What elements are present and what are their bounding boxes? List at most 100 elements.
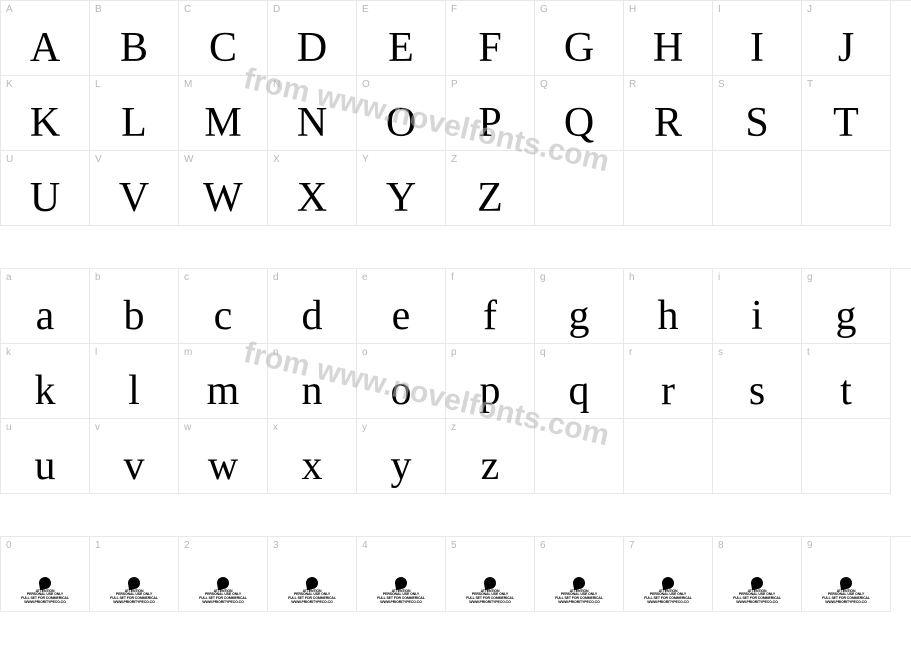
glyph-cell [535, 151, 624, 226]
cell-glyph: A [30, 27, 60, 69]
cell-glyph: K [30, 102, 60, 144]
cell-label: g [807, 272, 813, 283]
cell-label: z [451, 422, 456, 433]
cell-glyph: L [121, 102, 147, 144]
glyph-cell: cc [179, 269, 268, 344]
cell-label: 9 [807, 540, 813, 551]
cell-glyph: Y [386, 177, 416, 219]
cell-glyph: Z [477, 177, 503, 219]
cell-glyph: w [208, 445, 238, 487]
cell-label: F [451, 4, 457, 15]
glyph-cell [535, 419, 624, 494]
swirl-icon [483, 576, 497, 590]
cell-label: Y [362, 154, 369, 165]
cell-label: i [718, 272, 720, 283]
swirl-icon [572, 576, 586, 590]
cell-label: E [362, 4, 369, 15]
cell-label: t [807, 347, 810, 358]
glyph-cell: ww [179, 419, 268, 494]
swirl-icon [127, 576, 141, 590]
cell-label: M [184, 79, 192, 90]
glyph-cell: ii [713, 269, 802, 344]
grid-gap [0, 494, 911, 536]
cell-glyph: O [386, 102, 416, 144]
font-character-map: AABBCCDDEEFFGGHHIIJJKKLLMMNNOOPPQQRRSSTT… [0, 0, 911, 612]
cell-label: V [95, 154, 102, 165]
cell-label: X [273, 154, 280, 165]
cell-label: A [6, 4, 13, 15]
glyph-cell: ff [446, 269, 535, 344]
cell-glyph: I [750, 27, 764, 69]
glyph-cell [802, 419, 891, 494]
swirl-icon [750, 576, 764, 590]
glyph-cell: yy [357, 419, 446, 494]
cell-glyph: N [297, 102, 327, 144]
license-notice-glyph: ATTENTION PERSONAL USE ONLY FULL SET FOR… [816, 577, 876, 605]
cell-label: s [718, 347, 723, 358]
cell-label: f [451, 272, 454, 283]
glyph-cell: tt [802, 344, 891, 419]
cell-label: p [451, 347, 457, 358]
cell-glyph: a [36, 295, 55, 337]
cell-glyph: Q [564, 102, 594, 144]
license-notice-text: ATTENTION PERSONAL USE ONLY FULL SET FOR… [822, 590, 870, 605]
swirl-icon [394, 576, 408, 590]
cell-label: I [718, 4, 721, 15]
license-notice-text: ATTENTION PERSONAL USE ONLY FULL SET FOR… [110, 590, 158, 605]
cell-glyph: E [388, 27, 414, 69]
glyph-cell: 7ATTENTION PERSONAL USE ONLY FULL SET FO… [624, 537, 713, 612]
glyph-cell: VV [90, 151, 179, 226]
glyph-cell: HH [624, 1, 713, 76]
glyph-cell [713, 151, 802, 226]
cell-label: v [95, 422, 100, 433]
license-notice-glyph: ATTENTION PERSONAL USE ONLY FULL SET FOR… [193, 577, 253, 605]
glyph-cell: uu [1, 419, 90, 494]
cell-glyph: r [661, 370, 675, 412]
swirl-icon [661, 576, 675, 590]
cell-label: b [95, 272, 101, 283]
glyph-cell: SS [713, 76, 802, 151]
cell-glyph: v [124, 445, 145, 487]
glyph-cell: bb [90, 269, 179, 344]
license-notice-text: ATTENTION PERSONAL USE ONLY FULL SET FOR… [288, 590, 336, 605]
glyph-cell: WW [179, 151, 268, 226]
glyph-cell: zz [446, 419, 535, 494]
cell-label: 1 [95, 540, 101, 551]
glyph-cell: LL [90, 76, 179, 151]
cell-label: U [6, 154, 13, 165]
cell-label: 6 [540, 540, 546, 551]
cell-glyph: b [124, 295, 145, 337]
license-notice-glyph: ATTENTION PERSONAL USE ONLY FULL SET FOR… [282, 577, 342, 605]
cell-label: 4 [362, 540, 368, 551]
swirl-icon [305, 576, 319, 590]
cell-glyph: D [297, 27, 327, 69]
glyph-cell: rr [624, 344, 713, 419]
cell-label: n [273, 347, 279, 358]
glyph-cell: RR [624, 76, 713, 151]
cell-glyph: S [745, 102, 768, 144]
license-notice-glyph: ATTENTION PERSONAL USE ONLY FULL SET FOR… [549, 577, 609, 605]
glyph-cell: EE [357, 1, 446, 76]
cell-glyph: z [481, 445, 500, 487]
cell-glyph: W [203, 177, 243, 219]
cell-label: K [6, 79, 13, 90]
cell-label: Q [540, 79, 548, 90]
cell-glyph: n [302, 370, 323, 412]
cell-glyph: J [838, 27, 854, 69]
cell-glyph: c [214, 295, 233, 337]
glyph-cell: 4 ATTENTION PERSONAL USE ONLY FULL SET FO… [357, 537, 446, 612]
cell-glyph: u [35, 445, 56, 487]
glyph-cell: mm [179, 344, 268, 419]
cell-glyph: F [478, 27, 501, 69]
cell-label: 0 [6, 540, 12, 551]
cell-label: w [184, 422, 191, 433]
glyph-cell: aa [1, 269, 90, 344]
cell-label: x [273, 422, 278, 433]
license-notice-glyph: ATTENTION PERSONAL USE ONLY FULL SET FOR… [371, 577, 431, 605]
cell-label: D [273, 4, 280, 15]
license-notice-glyph: ATTENTION PERSONAL USE ONLY FULL SET FOR… [104, 577, 164, 605]
cell-label: S [718, 79, 725, 90]
cell-glyph: H [653, 27, 683, 69]
cell-label: B [95, 4, 102, 15]
cell-glyph: C [209, 27, 237, 69]
